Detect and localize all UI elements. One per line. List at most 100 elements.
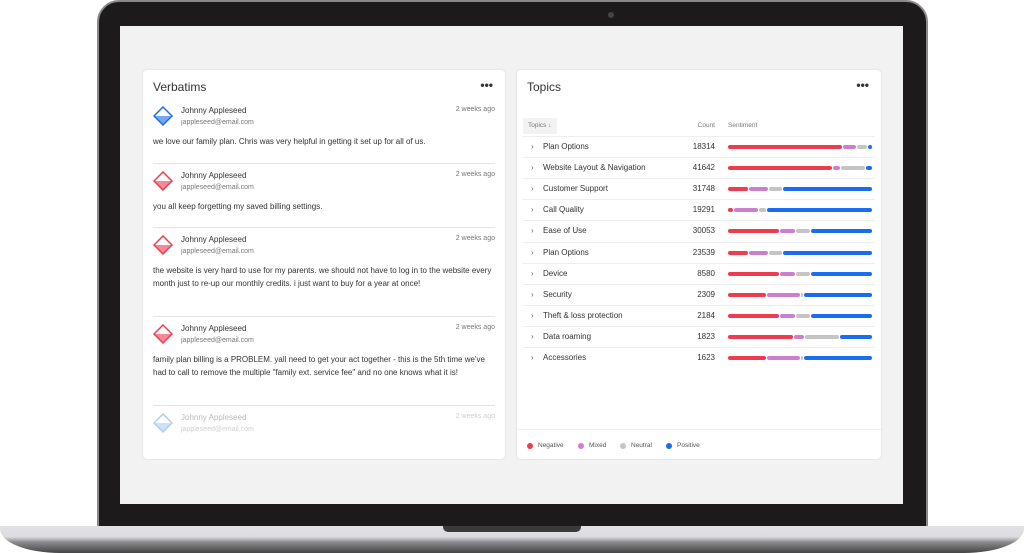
negative-sentiment-icon (153, 235, 173, 255)
legend-dot (620, 442, 626, 449)
sentiment-segment-mixed (767, 356, 800, 360)
topic-count: 1823 (697, 331, 715, 341)
sentiment-segment-positive (867, 145, 872, 149)
legend-item-negative: Negative (527, 442, 564, 449)
legend: Negative Mixed Neutral Positive (517, 429, 881, 459)
verbatims-card: Verbatims ••• Johnny Appleseed japplesee… (143, 70, 505, 459)
sentiment-segment-negative (728, 166, 833, 171)
chevron-right-icon[interactable]: › (531, 289, 534, 299)
topic-label: Data roaming (543, 331, 592, 341)
sentiment-segment-positive (811, 313, 872, 318)
chevron-right-icon[interactable]: › (531, 310, 534, 320)
topic-label: Website Layout & Navigation (543, 163, 646, 173)
sentiment-segment-mixed (733, 208, 758, 213)
legend-item-neutral: Neutral (620, 442, 652, 449)
more-options-button[interactable]: ••• (856, 78, 869, 92)
sentiment-segment-negative (728, 334, 793, 339)
table-row[interactable]: › Call Quality 19291 (523, 199, 875, 220)
legend-item-mixed: Mixed (578, 442, 606, 449)
table-row[interactable]: › Website Layout & Navigation 41642 (523, 157, 875, 178)
sentiment-segment-neutral (769, 187, 783, 192)
legend-item-positive: Positive (666, 442, 700, 449)
topic-label: Theft & loss protection (543, 310, 623, 320)
author-name: Johnny Appleseed (181, 171, 247, 180)
table-row[interactable]: › Security 2309 (523, 283, 875, 305)
sentiment-segment-positive (804, 356, 872, 360)
sentiment-segment-neutral (800, 356, 804, 360)
sentiment-segment-positive (839, 334, 872, 339)
column-header-count: Count (697, 122, 715, 129)
sentiment-segment-positive (811, 229, 872, 234)
table-row[interactable]: › Accessories 1623 (523, 347, 875, 368)
author-name: Johnny Appleseed (181, 324, 247, 333)
sentiment-bar (728, 313, 872, 318)
topic-count: 30053 (692, 226, 715, 236)
sentiment-bar (728, 292, 872, 297)
sentiment-segment-negative (728, 356, 767, 360)
chevron-right-icon[interactable]: › (531, 142, 534, 151)
sentiment-segment-neutral (841, 166, 866, 171)
sort-topics-button[interactable]: Topics ↓ (523, 118, 557, 134)
topic-label: Customer Support (543, 184, 608, 194)
topic-count: 18314 (692, 142, 715, 151)
timestamp: 2 weeks ago (455, 171, 495, 178)
table-row[interactable]: › Device 8580 (523, 262, 875, 284)
sentiment-bar (728, 166, 872, 171)
verbatim-text: family plan billing is a PROBLEM. yall n… (153, 355, 485, 377)
topic-label: Ease of Use (543, 226, 587, 236)
author-email: jappleseed@email.com (181, 184, 254, 191)
chevron-right-icon[interactable]: › (531, 247, 534, 257)
author-email: jappleseed@email.com (181, 248, 254, 255)
table-header: Topics ↓ Count Sentiment (523, 118, 875, 136)
sentiment-segment-negative (728, 250, 748, 255)
legend-label: Mixed (589, 442, 607, 449)
chevron-right-icon[interactable]: › (531, 163, 534, 173)
table-row[interactable]: › Customer Support 31748 (523, 178, 875, 199)
author-email: jappleseed@email.com (181, 119, 254, 126)
chevron-right-icon[interactable]: › (531, 353, 534, 362)
chevron-right-icon[interactable]: › (531, 184, 534, 194)
sentiment-segment-negative (728, 313, 779, 318)
chevron-right-icon[interactable]: › (531, 226, 534, 236)
chevron-right-icon[interactable]: › (531, 205, 534, 215)
chevron-right-icon[interactable]: › (531, 331, 534, 341)
table-row[interactable]: › Data roaming 1823 (523, 325, 875, 347)
table-row[interactable]: › Ease of Use 30053 (523, 220, 875, 241)
sentiment-segment-positive (766, 208, 872, 213)
sentiment-bar (728, 250, 872, 255)
topic-count: 8580 (697, 268, 715, 278)
table-row[interactable]: › Plan Options 18314 (523, 136, 875, 157)
legend-dot (666, 442, 672, 449)
sentiment-segment-neutral (796, 313, 811, 318)
sentiment-bar (728, 356, 872, 360)
verbatim-item: Johnny Appleseed jappleseed@email.com 2 … (153, 171, 495, 228)
sentiment-segment-positive (783, 250, 872, 255)
sentiment-bar (728, 208, 872, 213)
table-row[interactable]: › Plan Options 23539 (523, 241, 875, 263)
timestamp: 2 weeks ago (455, 235, 495, 242)
topic-label: Security (543, 289, 572, 299)
sentiment-segment-negative (728, 292, 767, 297)
sentiment-segment-negative (728, 145, 843, 149)
timestamp: 2 weeks ago (455, 324, 495, 331)
timestamp: 2 weeks ago (455, 106, 495, 113)
legend-dot (578, 442, 584, 449)
negative-sentiment-icon (153, 324, 173, 344)
verbatim-text: the website is very hard to use for my p… (153, 266, 492, 288)
sentiment-segment-mixed (779, 229, 796, 234)
sentiment-segment-neutral (796, 271, 811, 276)
sentiment-segment-mixed (793, 334, 804, 339)
timestamp: 2 weeks ago (455, 413, 495, 420)
sentiment-segment-positive (811, 271, 872, 276)
card-title: Topics (527, 80, 562, 94)
legend-label: Neutral (631, 442, 652, 449)
sentiment-segment-negative (728, 208, 733, 213)
topic-label: Call Quality (543, 205, 584, 215)
sentiment-segment-neutral (758, 208, 766, 213)
more-options-button[interactable]: ••• (480, 78, 493, 92)
column-header-topics: Topics (528, 122, 547, 129)
chevron-right-icon[interactable]: › (531, 268, 534, 278)
table-row[interactable]: › Theft & loss protection 2184 (523, 304, 875, 326)
laptop-notch (443, 526, 581, 532)
verbatim-item: Johnny Appleseed jappleseed@email.com 2 … (153, 413, 495, 453)
